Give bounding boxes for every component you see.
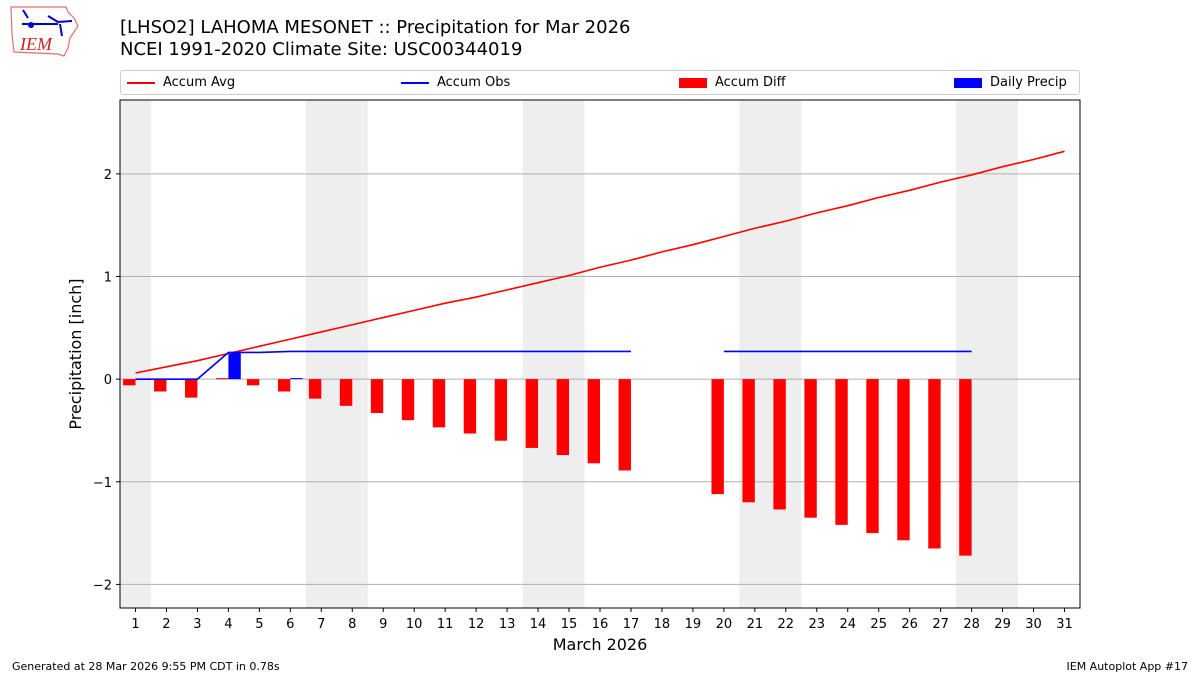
accum-diff-bar [277, 379, 291, 392]
accum-obs-line [135, 350, 972, 380]
accum-diff-bar [556, 379, 570, 456]
x-tick-label: 21 [747, 617, 764, 632]
legend-label: Accum Obs [437, 75, 511, 90]
x-tick-label: 16 [592, 617, 609, 632]
legend-item-accum-obs: Accum Obs [401, 75, 510, 90]
accum-diff-bar [804, 379, 817, 518]
legend-item-accum-avg: Accum Avg [127, 75, 235, 90]
iem-logo: IEM [8, 4, 80, 58]
legend-swatch [401, 81, 429, 84]
legend-label: Accum Diff [715, 75, 786, 90]
y-tick-label: 1 [104, 271, 112, 286]
accum-diff-bar [339, 379, 353, 406]
legend-label: Daily Precip [990, 75, 1067, 90]
x-tick-label: 17 [623, 617, 640, 632]
x-tick-label: 4 [224, 617, 232, 632]
title-line-2: NCEI 1991-2020 Climate Site: USC00344019 [120, 39, 523, 60]
x-tick-label: 20 [716, 617, 733, 632]
x-tick-label: 11 [437, 617, 454, 632]
y-tick-label: −2 [93, 578, 112, 593]
accum-diff-bar [154, 379, 167, 392]
y-tick-label: 2 [104, 168, 112, 183]
accum-diff-bar [370, 379, 384, 414]
accum-diff-bar [432, 379, 446, 428]
title-line-1: [LHSO2] LAHOMA MESONET :: Precipitation … [120, 17, 631, 38]
footer-generated: Generated at 28 Mar 2026 9:55 PM CDT in … [12, 660, 280, 673]
x-axis-label: March 2026 [553, 635, 648, 654]
x-tick-label: 6 [286, 617, 294, 632]
legend-item-daily-precip: Daily Precip [954, 75, 1067, 90]
accum-diff-bar [742, 379, 755, 503]
accum-diff-bar [463, 379, 477, 434]
legend: Accum Avg Accum Obs Accum Diff Daily Pre… [120, 70, 1080, 95]
x-tick-label: 15 [561, 617, 578, 632]
x-tick-label: 27 [932, 617, 949, 632]
plot-frame [119, 99, 1081, 609]
accum-avg-line [135, 150, 1065, 374]
daily-precip-bar [290, 378, 303, 380]
accum-diff-bar [866, 379, 879, 534]
daily-precip-bar [228, 352, 241, 380]
x-tick-label: 10 [406, 617, 423, 632]
x-tick-label: 9 [379, 617, 387, 632]
legend-swatch [954, 77, 982, 88]
x-tick-label: 14 [530, 617, 547, 632]
accum-diff-bar [401, 379, 415, 421]
x-tick-label: 24 [839, 617, 856, 632]
x-tick-label: 23 [809, 617, 826, 632]
legend-label: Accum Avg [163, 75, 236, 90]
accum-diff-bar [123, 379, 136, 386]
accum-diff-bar [773, 379, 786, 510]
accum-diff-bar [959, 379, 972, 556]
x-tick-label: 30 [1025, 617, 1042, 632]
x-tick-label: 29 [994, 617, 1011, 632]
footer-app: IEM Autoplot App #17 [1066, 660, 1189, 673]
x-tick-label: 18 [654, 617, 671, 632]
chart-title: [LHSO2] LAHOMA MESONET :: Precipitation … [120, 17, 631, 61]
x-tick-label: 19 [685, 617, 702, 632]
legend-swatch [127, 81, 155, 84]
weekend-shade [120, 100, 151, 608]
x-tick-label: 25 [870, 617, 887, 632]
x-tick-label: 31 [1056, 617, 1073, 632]
y-axis-label: Precipitation [inch] [66, 278, 85, 429]
x-tick-label: 12 [468, 617, 485, 632]
accum-diff-bar [835, 379, 848, 525]
accum-diff-bar [308, 379, 322, 399]
accum-diff-bar [928, 379, 941, 549]
x-tick-label: 7 [317, 617, 325, 632]
accum-diff-bar [897, 379, 910, 541]
weekend-shade [739, 100, 802, 608]
x-tick-label: 28 [963, 617, 980, 632]
x-tick-label: 26 [901, 617, 918, 632]
weekend-shade [522, 100, 585, 608]
accum-diff-bar [618, 379, 631, 471]
svg-text:IEM: IEM [19, 34, 53, 54]
x-tick-label: 2 [162, 617, 170, 632]
accum-diff-bar [711, 379, 724, 495]
accum-diff-bar [525, 379, 539, 448]
y-tick-label: −1 [93, 476, 112, 491]
x-tick-label: 8 [348, 617, 356, 632]
x-tick-label: 3 [193, 617, 201, 632]
weekend-shade [305, 100, 368, 608]
accum-diff-bar [185, 379, 198, 398]
legend-item-accum-diff: Accum Diff [679, 75, 786, 90]
x-tick-label: 22 [778, 617, 795, 632]
accum-diff-bar [587, 379, 600, 464]
accum-diff-bar [494, 379, 508, 441]
accum-diff-bar [246, 379, 260, 386]
y-tick-label: 0 [104, 373, 112, 388]
x-tick-label: 1 [131, 617, 139, 632]
x-tick-label: 5 [255, 617, 263, 632]
legend-swatch [679, 77, 707, 88]
x-tick-label: 13 [499, 617, 516, 632]
accum-diff-bar [216, 378, 229, 380]
